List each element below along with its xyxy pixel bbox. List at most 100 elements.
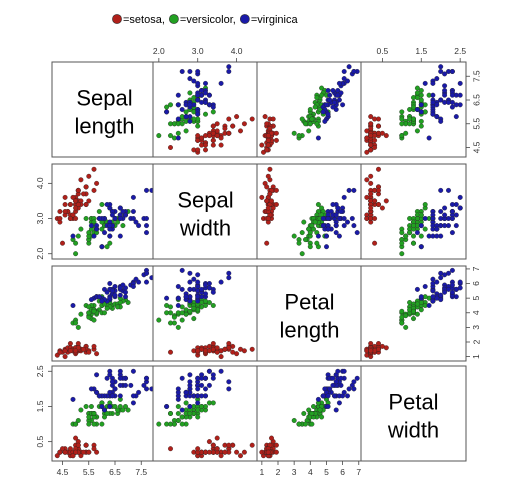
data-point-versicolor (312, 219, 318, 225)
data-point-setosa (262, 114, 268, 120)
panel-sepal_width-vs-sepal_length (51, 163, 158, 260)
data-point-setosa (57, 349, 63, 355)
data-point-virginica (434, 114, 440, 120)
data-point-setosa (265, 137, 271, 143)
data-point-virginica (226, 275, 232, 281)
data-point-virginica (338, 375, 344, 381)
data-point-setosa (218, 453, 224, 459)
data-point-virginica (117, 375, 123, 381)
data-point-versicolor (164, 104, 170, 110)
data-point-setosa (222, 346, 228, 352)
data-point-setosa (383, 345, 389, 351)
data-point-virginica (123, 294, 128, 300)
data-point-setosa (265, 133, 271, 139)
data-point-versicolor (296, 421, 302, 427)
data-point-versicolor (120, 407, 126, 413)
data-point-setosa (81, 449, 86, 455)
data-point-virginica (449, 267, 455, 273)
data-point-versicolor (301, 219, 307, 225)
data-point-versicolor (418, 212, 424, 218)
data-point-setosa (383, 198, 389, 204)
data-point-setosa (265, 449, 271, 455)
data-point-virginica (123, 289, 128, 295)
y-tick-label: 6 (471, 281, 481, 286)
diagonal-label-line: width (387, 418, 439, 443)
y-tick-label: 5 (471, 296, 481, 301)
data-point-versicolor (319, 414, 325, 420)
data-point-setosa (75, 202, 81, 207)
data-point-virginica (426, 303, 432, 308)
data-point-virginica (325, 226, 331, 232)
data-point-setosa (57, 209, 63, 214)
data-point-versicolor (86, 421, 92, 427)
data-point-versicolor (307, 244, 313, 250)
data-point-virginica (107, 233, 113, 239)
data-point-setosa (259, 142, 265, 148)
data-point-setosa (376, 166, 381, 172)
y-tick-label: 4.0 (35, 177, 45, 189)
data-point-versicolor (102, 310, 107, 316)
data-point-versicolor (210, 109, 216, 115)
data-point-versicolor (156, 317, 162, 323)
data-point-setosa (259, 194, 265, 200)
data-point-setosa (368, 205, 374, 211)
data-point-virginica (218, 80, 224, 86)
data-point-virginica (195, 375, 201, 381)
data-point-virginica (446, 223, 451, 229)
data-point-virginica (88, 386, 94, 392)
data-point-virginica (175, 102, 181, 108)
data-point-versicolor (414, 301, 420, 307)
data-point-versicolor (99, 421, 105, 427)
data-point-versicolor (307, 230, 313, 236)
data-point-virginica (457, 92, 463, 98)
data-point-versicolor (96, 209, 102, 214)
data-point-versicolor (75, 324, 81, 330)
data-point-virginica (130, 368, 136, 374)
data-point-setosa (368, 341, 374, 346)
data-point-versicolor (303, 237, 308, 243)
data-point-setosa (214, 446, 220, 452)
data-point-setosa (86, 349, 92, 355)
data-point-setosa (81, 191, 86, 197)
data-point-setosa (210, 341, 216, 346)
data-point-virginica (206, 368, 212, 374)
data-point-versicolor (309, 116, 315, 122)
data-point-virginica (88, 223, 94, 229)
data-point-setosa (70, 212, 76, 218)
data-point-virginica (345, 78, 350, 84)
data-point-virginica (338, 209, 344, 214)
data-point-setosa (60, 240, 65, 246)
data-point-versicolor (422, 226, 428, 232)
y-tick-label: 4 (471, 310, 481, 315)
data-point-virginica (449, 104, 455, 110)
data-point-setosa (226, 130, 232, 136)
data-point-versicolor (171, 314, 177, 320)
data-point-virginica (226, 270, 232, 276)
data-point-versicolor (399, 314, 405, 320)
data-point-virginica (144, 270, 149, 276)
data-point-setosa (94, 449, 100, 455)
data-point-virginica (457, 80, 463, 86)
data-point-virginica (322, 118, 328, 124)
data-point-virginica (112, 386, 118, 392)
data-point-virginica (330, 382, 336, 388)
data-point-virginica (199, 382, 205, 388)
data-point-virginica (179, 267, 185, 273)
data-point-virginica (199, 286, 205, 292)
data-point-versicolor (418, 307, 424, 313)
data-point-virginica (117, 205, 123, 211)
data-point-virginica (226, 69, 232, 74)
data-point-setosa (168, 446, 173, 452)
data-point-setosa (218, 142, 224, 148)
data-point-setosa (218, 354, 224, 360)
data-point-setosa (168, 349, 173, 355)
x-tick-label: 2 (276, 467, 281, 477)
data-point-versicolor (403, 233, 409, 239)
data-point-setosa (368, 180, 374, 186)
data-point-virginica (325, 404, 331, 409)
data-point-virginica (144, 386, 149, 392)
data-point-virginica (320, 109, 326, 115)
data-point-virginica (104, 375, 110, 381)
data-point-virginica (442, 205, 448, 211)
data-point-setosa (210, 130, 216, 136)
